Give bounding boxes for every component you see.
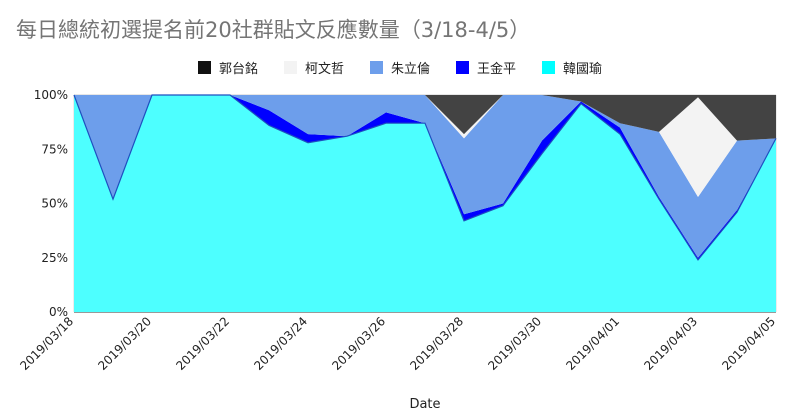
legend-item-ko[interactable]: 柯文哲 bbox=[283, 58, 344, 77]
legend-item-wang[interactable]: 王金平 bbox=[456, 58, 516, 77]
y-tick-label: 75% bbox=[41, 142, 68, 156]
legend-swatch-han bbox=[542, 61, 556, 74]
legend-swatch-ko bbox=[283, 61, 297, 74]
x-tick-label: 2019/04/01 bbox=[563, 314, 622, 373]
legend-label-wang: 王金平 bbox=[477, 62, 517, 77]
area-series bbox=[74, 95, 776, 258]
legend-label-chu: 朱立倫 bbox=[390, 62, 430, 77]
legend-item-chu[interactable]: 朱立倫 bbox=[369, 58, 430, 77]
x-tick-label: 2019/04/03 bbox=[641, 314, 700, 373]
legend-item-han[interactable]: 韓國瑜 bbox=[542, 58, 602, 77]
legend-label-guo: 郭台銘 bbox=[218, 62, 258, 77]
legend-label-han: 韓國瑜 bbox=[563, 62, 603, 77]
legend-swatch-chu bbox=[369, 61, 383, 74]
x-tick-label: 2019/03/18 bbox=[17, 314, 76, 373]
legend-label-ko: 柯文哲 bbox=[304, 62, 344, 77]
x-axis-title: Date bbox=[409, 397, 440, 412]
chart-title: 每日總統初選提名前20社群貼文反應數量（3/18-4/5） bbox=[16, 18, 531, 42]
legend-item-guo[interactable]: 郭台銘 bbox=[197, 58, 258, 77]
x-tick-label: 2019/04/05 bbox=[719, 314, 778, 373]
y-tick-label: 100% bbox=[34, 88, 68, 102]
y-tick-label: 0% bbox=[49, 305, 68, 319]
x-tick-label: 2019/03/20 bbox=[95, 314, 154, 373]
area-series bbox=[74, 95, 776, 312]
series-line bbox=[73, 94, 777, 261]
area-series bbox=[74, 95, 776, 141]
y-tick-label: 50% bbox=[41, 197, 68, 211]
x-tick-label: 2019/03/30 bbox=[485, 314, 544, 373]
y-tick-label: 25% bbox=[41, 251, 68, 265]
legend-swatch-guo bbox=[197, 61, 211, 74]
x-tick-label: 2019/03/26 bbox=[329, 314, 388, 373]
x-tick-label: 2019/03/22 bbox=[173, 314, 232, 373]
x-tick-label: 2019/03/24 bbox=[251, 314, 310, 373]
x-tick-label: 2019/03/28 bbox=[407, 314, 466, 373]
legend: 郭台銘 柯文哲 朱立倫 王金平 韓國瑜 bbox=[0, 58, 800, 77]
legend-swatch-wang bbox=[456, 61, 469, 74]
